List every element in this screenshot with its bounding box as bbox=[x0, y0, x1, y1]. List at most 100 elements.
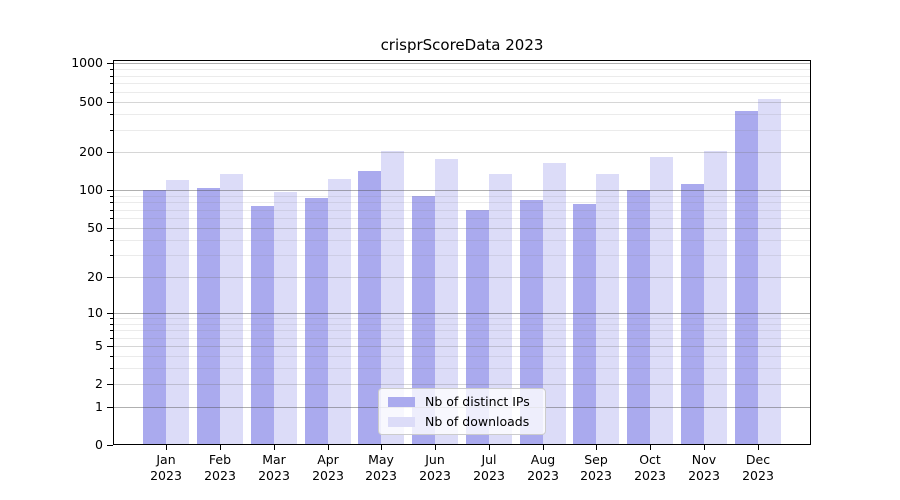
gridline-major bbox=[114, 313, 810, 314]
bar-downloads-aug bbox=[542, 162, 566, 445]
x-tick-year: 2023 bbox=[312, 468, 344, 483]
x-tick-year: 2023 bbox=[580, 468, 612, 483]
x-tick-label-apr: Apr 2023 bbox=[296, 452, 360, 484]
y-minor-tick-mark bbox=[110, 202, 113, 203]
y-minor-tick-mark bbox=[110, 114, 113, 115]
bar-distinct-ips-aug bbox=[519, 200, 543, 445]
x-tick-month: Dec bbox=[745, 452, 771, 467]
x-tick-label-oct: Oct 2023 bbox=[618, 452, 682, 484]
gridline-minor bbox=[114, 92, 810, 93]
x-tick-month: Oct bbox=[639, 452, 661, 467]
bar-distinct-ips-may bbox=[358, 170, 382, 445]
gridline-minor bbox=[114, 255, 810, 256]
y-minor-tick-mark bbox=[110, 92, 113, 93]
bar-downloads-jul bbox=[488, 174, 512, 445]
y-minor-tick-mark bbox=[110, 318, 113, 319]
bar-distinct-ips-mar bbox=[250, 205, 274, 445]
bar-distinct-ips-dec bbox=[734, 111, 758, 445]
y-tick-mark bbox=[107, 63, 113, 64]
x-tick-month: Jul bbox=[481, 452, 497, 467]
y-tick-label: 1000 bbox=[71, 55, 103, 70]
y-tick-mark bbox=[107, 346, 113, 347]
x-tick-year: 2023 bbox=[150, 468, 182, 483]
bar-downloads-jun bbox=[435, 158, 459, 445]
y-minor-tick-mark bbox=[110, 324, 113, 325]
x-tick-label-jul: Jul 2023 bbox=[457, 452, 521, 484]
x-tick-month: Jan bbox=[156, 452, 176, 467]
y-minor-tick-mark bbox=[110, 210, 113, 211]
x-tick-year: 2023 bbox=[365, 468, 397, 483]
y-tick-label: 5 bbox=[95, 338, 103, 353]
y-minor-tick-mark bbox=[110, 240, 113, 241]
gridline-minor bbox=[114, 130, 810, 131]
y-minor-tick-mark bbox=[110, 69, 113, 70]
y-minor-tick-mark bbox=[110, 130, 113, 131]
bar-distinct-ips-feb bbox=[196, 188, 220, 445]
bar-downloads-dec bbox=[757, 99, 781, 445]
gridline-mid bbox=[114, 152, 810, 153]
y-tick-mark bbox=[107, 384, 113, 385]
y-tick-mark bbox=[107, 190, 113, 191]
bar-downloads-apr bbox=[327, 178, 351, 445]
x-tick-month: Apr bbox=[317, 452, 339, 467]
x-tick-year: 2023 bbox=[634, 468, 666, 483]
x-tick-mark bbox=[220, 445, 221, 450]
x-tick-label-sep: Sep 2023 bbox=[564, 452, 628, 484]
y-minor-tick-mark bbox=[110, 330, 113, 331]
bar-distinct-ips-nov bbox=[680, 183, 704, 445]
x-tick-year: 2023 bbox=[742, 468, 774, 483]
bar-downloads-may bbox=[381, 150, 405, 445]
gridline-mid bbox=[114, 346, 810, 347]
x-tick-label-dec: Dec 2023 bbox=[726, 452, 790, 484]
y-tick-label: 50 bbox=[87, 220, 103, 235]
legend-swatch-downloads-icon bbox=[388, 416, 415, 427]
gridline-minor bbox=[114, 356, 810, 357]
bar-downloads-jan bbox=[166, 179, 190, 445]
y-minor-tick-mark bbox=[110, 368, 113, 369]
y-tick-label: 0 bbox=[95, 437, 103, 452]
y-tick-mark bbox=[107, 152, 113, 153]
x-tick-label-jan: Jan 2023 bbox=[134, 452, 198, 484]
x-tick-month: Jun bbox=[425, 452, 445, 467]
x-tick-year: 2023 bbox=[258, 468, 290, 483]
x-tick-year: 2023 bbox=[688, 468, 720, 483]
bar-distinct-ips-sep bbox=[573, 203, 597, 445]
x-tick-label-may: May 2023 bbox=[349, 452, 413, 484]
y-minor-tick-mark bbox=[110, 255, 113, 256]
gridline-minor bbox=[114, 218, 810, 219]
y-tick-label: 100 bbox=[79, 182, 103, 197]
x-tick-label-mar: Mar 2023 bbox=[242, 452, 306, 484]
y-minor-tick-mark bbox=[110, 356, 113, 357]
bar-downloads-feb bbox=[219, 174, 243, 445]
x-tick-month: Feb bbox=[208, 452, 232, 467]
x-tick-mark bbox=[704, 445, 705, 450]
y-tick-mark bbox=[107, 277, 113, 278]
y-tick-mark bbox=[107, 313, 113, 314]
y-tick-label: 10 bbox=[87, 305, 103, 320]
y-tick-mark bbox=[107, 102, 113, 103]
x-tick-label-nov: Nov 2023 bbox=[672, 452, 736, 484]
legend: Nb of distinct IPs Nb of downloads bbox=[378, 388, 546, 435]
x-tick-mark bbox=[381, 445, 382, 450]
legend-label-downloads: Nb of downloads bbox=[425, 414, 530, 429]
x-tick-mark bbox=[435, 445, 436, 450]
x-tick-month: Mar bbox=[262, 452, 286, 467]
gridline-mid bbox=[114, 228, 810, 229]
y-minor-tick-mark bbox=[110, 218, 113, 219]
x-tick-year: 2023 bbox=[204, 468, 236, 483]
x-tick-label-feb: Feb 2023 bbox=[188, 452, 252, 484]
gridline-mid bbox=[114, 384, 810, 385]
bar-distinct-ips-oct bbox=[627, 189, 651, 445]
y-tick-label: 200 bbox=[79, 144, 103, 159]
gridline-minor bbox=[114, 196, 810, 197]
x-tick-month: Aug bbox=[530, 452, 556, 467]
y-minor-tick-mark bbox=[110, 196, 113, 197]
legend-row-distinct-ips: Nb of distinct IPs bbox=[388, 394, 536, 409]
gridline-minor bbox=[114, 76, 810, 77]
x-tick-month: Sep bbox=[584, 452, 608, 467]
